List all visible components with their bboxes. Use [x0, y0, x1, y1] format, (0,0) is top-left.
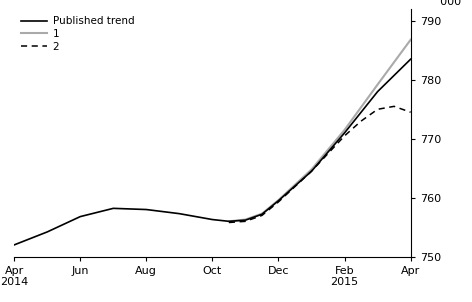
- 2: [342, 134, 347, 138]
- 2: [408, 111, 413, 114]
- Published trend: [276, 199, 281, 203]
- 1: [276, 198, 281, 202]
- 1: [342, 128, 347, 132]
- 2: [375, 108, 380, 111]
- Published trend: [11, 243, 17, 247]
- 1: [259, 212, 265, 215]
- 2: [358, 119, 364, 123]
- Line: Published trend: Published trend: [14, 59, 411, 245]
- Published trend: [77, 215, 83, 218]
- Y-axis label: '000: '000: [438, 0, 463, 7]
- Published trend: [226, 220, 232, 223]
- Published trend: [143, 208, 149, 211]
- 2: [325, 152, 331, 155]
- 1: [408, 38, 413, 42]
- Published trend: [342, 131, 347, 135]
- Published trend: [110, 207, 116, 210]
- Published trend: [177, 212, 182, 215]
- 2: [391, 104, 397, 108]
- 2: [276, 200, 281, 204]
- 1: [243, 218, 248, 221]
- Line: 2: 2: [229, 106, 411, 223]
- 1: [226, 220, 232, 223]
- Line: 1: 1: [229, 40, 411, 221]
- Published trend: [243, 218, 248, 222]
- 2: [309, 169, 314, 173]
- 2: [226, 221, 232, 224]
- Published trend: [375, 90, 380, 93]
- Published trend: [210, 218, 215, 221]
- 1: [375, 83, 380, 86]
- Published trend: [408, 57, 413, 61]
- 2: [243, 220, 248, 223]
- 2: [259, 214, 265, 217]
- 1: [309, 168, 314, 171]
- Published trend: [259, 212, 265, 216]
- Published trend: [44, 230, 50, 234]
- Legend: Published trend, 1, 2: Published trend, 1, 2: [19, 14, 136, 54]
- Published trend: [309, 169, 314, 173]
